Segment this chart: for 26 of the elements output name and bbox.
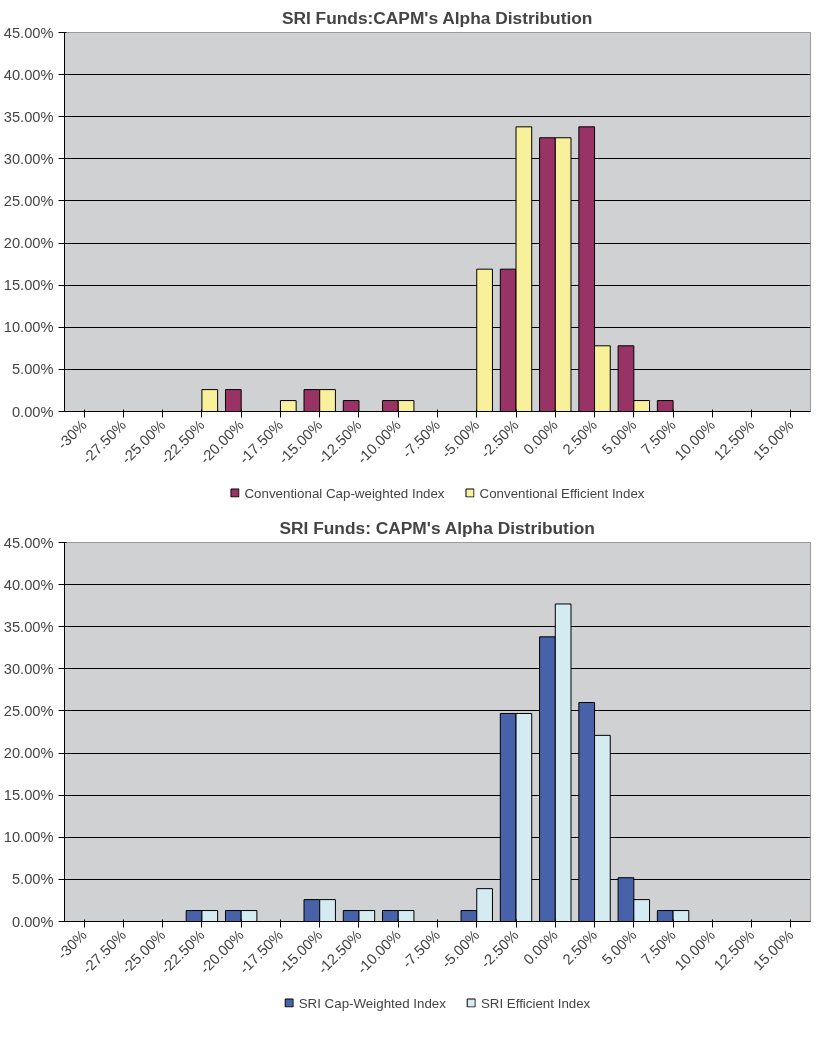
legend-label: SRI Cap-Weighted Index — [298, 995, 446, 1010]
chart-title: SRI Funds:CAPM's Alpha Distribution — [281, 7, 593, 28]
y-tick-label: 15.00% — [3, 277, 54, 294]
y-tick-label: 25.00% — [3, 702, 54, 719]
y-tick-label: 20.00% — [3, 235, 54, 252]
y-tick-label: 35.00% — [3, 108, 54, 125]
y-tick-label: 30.00% — [3, 660, 54, 677]
y-tick-label: 0.00% — [11, 403, 54, 420]
y-tick-label: 25.00% — [3, 192, 54, 209]
y-tick-label: 20.00% — [3, 745, 54, 762]
y-tick-label: 5.00% — [11, 361, 54, 378]
y-tick-label: 40.00% — [3, 66, 54, 83]
y-tick-label: 30.00% — [3, 150, 54, 167]
y-tick-label: 45.00% — [3, 534, 54, 551]
y-tick-label: 45.00% — [3, 24, 54, 41]
legend-label: Conventional Efficient Index — [479, 485, 645, 500]
chart-title: SRI Funds: CAPM's Alpha Distribution — [279, 517, 595, 538]
legend-label: Conventional Cap-weighted Index — [244, 485, 445, 500]
y-tick-label: 5.00% — [11, 871, 54, 888]
y-tick-label: 10.00% — [3, 829, 54, 846]
y-tick-label: 15.00% — [3, 787, 54, 804]
legend-label: SRI Efficient Index — [480, 995, 591, 1010]
y-tick-label: 40.00% — [3, 576, 54, 593]
y-tick-label: 10.00% — [3, 319, 54, 336]
y-tick-label: 0.00% — [11, 913, 54, 930]
y-tick-label: 35.00% — [3, 618, 54, 635]
